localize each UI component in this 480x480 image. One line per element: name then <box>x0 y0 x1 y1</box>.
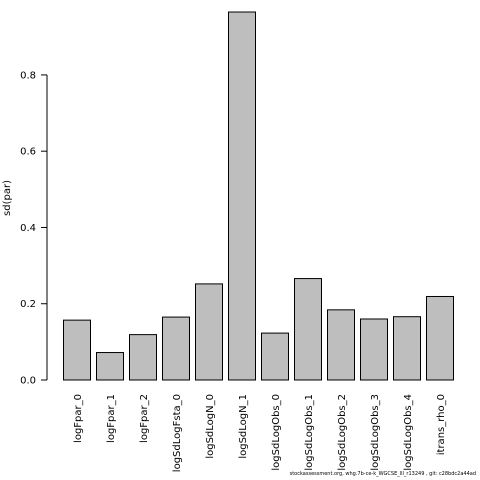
y-axis-title: sd(par) <box>2 180 13 216</box>
x-category-label: logSdLogObs_2 <box>337 394 348 471</box>
x-category-label: logFpar_0 <box>73 394 84 443</box>
bar-logFpar_0 <box>63 319 91 381</box>
x-category-label: logSdLogN_0 <box>205 394 216 459</box>
bar-logSdLogN_0 <box>195 283 223 381</box>
bar-logSdLogFsta_0 <box>162 316 190 381</box>
y-tick-label: 0.0 <box>20 376 36 387</box>
y-axis: 0.0 0.2 0.4 0.6 0.8 <box>20 70 48 387</box>
x-category-label: logFpar_1 <box>106 394 117 443</box>
bar-logSdLogObs_4 <box>393 316 421 381</box>
bar-logSdLogObs_0 <box>261 332 289 381</box>
y-tick-label: 0.2 <box>20 299 36 310</box>
y-tick-label: 0.4 <box>20 223 36 234</box>
x-category-label: logSdLogObs_4 <box>403 394 414 471</box>
bar-logSdLogObs_1 <box>294 278 322 381</box>
bar-logSdLogObs_3 <box>360 318 388 381</box>
bar-logFpar_1 <box>96 352 124 381</box>
bar-logSdLogObs_2 <box>327 309 355 381</box>
x-category-label: logSdLogObs_0 <box>271 394 282 471</box>
bar-itrans_rho_0 <box>426 295 454 381</box>
x-category-label: logSdLogObs_3 <box>370 394 381 471</box>
bar-logSdLogN_1 <box>228 11 256 381</box>
x-category-label: logSdLogObs_1 <box>304 394 315 471</box>
bars <box>63 11 454 381</box>
x-category-label: logFpar_2 <box>139 394 150 443</box>
x-axis-labels: logFpar_0 logFpar_1 logFpar_2 logSdLogFsta_… <box>73 394 447 472</box>
footer-note: stockassessment.org, whg.7b-ce-k_WGCSE_l… <box>289 471 476 477</box>
x-category-label: logSdLogN_1 <box>238 394 249 459</box>
bar-logFpar_2 <box>129 334 157 381</box>
x-category-label: itrans_rho_0 <box>436 394 447 455</box>
y-tick-label: 0.8 <box>20 70 36 81</box>
y-tick-label: 0.6 <box>20 147 36 158</box>
x-category-label: logSdLogFsta_0 <box>172 394 183 472</box>
